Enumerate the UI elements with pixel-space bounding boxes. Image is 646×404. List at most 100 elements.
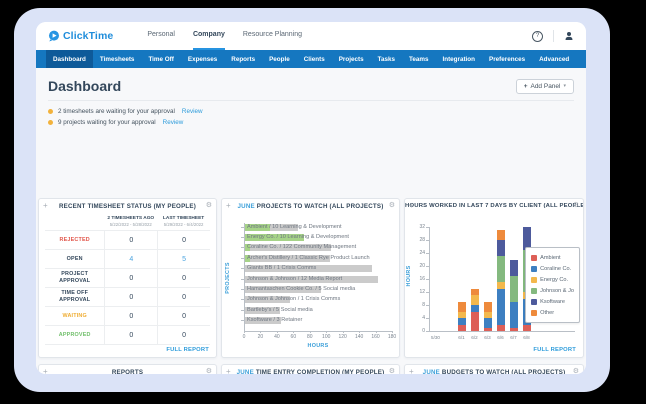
legend-label: Coraline Co. [540, 265, 572, 272]
legend-swatch [531, 254, 538, 261]
move-handle-icon[interactable]: + [43, 367, 48, 374]
page-header: Dashboard + Add Panel ▾ [48, 68, 574, 101]
segment-ambient [522, 324, 531, 331]
y-tick [426, 331, 429, 332]
logo-text: ClickTime [63, 30, 114, 42]
gear-icon[interactable]: ⚙ [205, 202, 212, 209]
move-handle-icon[interactable]: + [226, 367, 231, 374]
main-nav-item-timesheets[interactable]: Timesheets [99, 55, 135, 63]
y-tick [241, 278, 244, 280]
main-nav-item-time-off[interactable]: Time Off [148, 55, 174, 63]
x-tick [276, 331, 278, 333]
bar-johnson-johnson-12-media-report [245, 275, 379, 283]
y-tick-label: 24 [419, 250, 425, 257]
x-tick-label: 6/7 [510, 335, 517, 340]
row-value: 0 [157, 269, 210, 287]
row-label: APPROVED [58, 331, 91, 338]
main-nav-item-expenses[interactable]: Expenses [187, 55, 218, 63]
segment-energy-co [496, 282, 505, 289]
main-nav-item-people[interactable]: People [269, 55, 290, 63]
add-panel-button[interactable]: + Add Panel ▾ [515, 78, 574, 94]
help-icon[interactable]: ? [532, 30, 543, 42]
legend-swatch [531, 287, 538, 294]
segment-other [470, 288, 479, 296]
y-tick [426, 266, 429, 267]
bar-label: Hamantaschen Cookie Co. / 5 Social media [247, 285, 356, 292]
row-value: 0 [157, 288, 210, 306]
main-nav-item-teams[interactable]: Teams [408, 55, 429, 63]
panel-time-entry-completion: + JUNE TIME ENTRY COMPLETION (MY PEOPLE)… [221, 364, 400, 374]
x-tick [375, 331, 377, 333]
main-nav-item-projects[interactable]: Projects [338, 55, 364, 63]
row-value: 5 [157, 250, 210, 268]
main-nav-item-reports[interactable]: Reports [231, 55, 256, 63]
row-value: 0 [104, 231, 157, 249]
clicktime-logo[interactable]: ClickTime [48, 30, 113, 42]
top-nav-item-resource-planning[interactable]: Resource Planning [242, 31, 303, 38]
x-tick-label: 6/2 [471, 335, 478, 340]
top-nav-item-company[interactable]: Company [192, 22, 225, 50]
gear-icon[interactable]: ⚙ [388, 202, 395, 209]
y-tick-label: 20 [419, 263, 425, 270]
y-tick-label: 8 [422, 302, 425, 309]
gear-icon[interactable]: ⚙ [572, 202, 579, 209]
main-nav-item-integration[interactable]: Integration [442, 55, 476, 63]
bar-column-6-7 [509, 259, 518, 331]
legend-swatch [531, 276, 538, 283]
move-handle-icon[interactable]: + [226, 201, 231, 210]
legend-swatch [531, 309, 538, 316]
col-header-label: LAST TIMESHEET [162, 216, 205, 221]
y-tick [241, 299, 244, 301]
main-nav-item-dashboard[interactable]: Dashboard [46, 50, 93, 68]
panel-title-text: BUDGETS TO WATCH (ALL PROJECTS) [441, 369, 566, 374]
bar-bartleby-s-5-social-media [245, 306, 281, 314]
alert-review-link[interactable]: Review [162, 119, 184, 126]
col-header-label: 2 TIMESHEETS AGO [107, 216, 155, 221]
panel-grid: + RECENT TIMESHEET STATUS (MY PEOPLE) ⚙ … [36, 144, 586, 374]
add-panel-label: Add Panel [530, 82, 561, 90]
bar-label: Giants BB / 1 Crisis Comms [247, 265, 317, 272]
bar-column-6-2 [470, 288, 479, 331]
row-value: 0 [104, 269, 157, 287]
main-nav-item-preferences[interactable]: Preferences [489, 55, 526, 63]
main-nav-item-advanced[interactable]: Advanced [539, 55, 570, 63]
y-tick [241, 236, 244, 238]
alert-review-link[interactable]: Review [181, 108, 203, 115]
user-icon[interactable] [564, 31, 574, 41]
full-report-link[interactable]: FULL REPORT [166, 347, 209, 353]
x-tick [342, 331, 344, 333]
y-tick [241, 320, 244, 322]
y-axis-label: HOURS [406, 265, 412, 287]
gear-icon[interactable]: ⚙ [388, 368, 395, 374]
move-handle-icon[interactable]: + [43, 201, 48, 210]
top-bar: ClickTime Personal Company Resource Planni… [36, 22, 586, 50]
x-tick-label: 6/3 [484, 335, 491, 340]
row-value: 0 [104, 307, 157, 325]
top-nav-item-personal[interactable]: Personal [147, 31, 175, 38]
panel-title-text: TIME ENTRY COMPLETION (MY PEOPLE) [255, 369, 385, 374]
page-title: Dashboard [48, 78, 122, 94]
segment-coraline-co [496, 288, 505, 325]
gear-icon[interactable]: ⚙ [205, 368, 212, 374]
full-report-link[interactable]: FULL REPORT [533, 347, 576, 353]
x-tick [260, 331, 262, 333]
alert-text: 9 projects waiting for your approval [58, 119, 156, 126]
panel-title-month: JUNE [237, 203, 255, 210]
y-tick [241, 226, 244, 228]
legend: Ambient Coraline Co. Energy Co. Johnson & J… [525, 247, 580, 323]
segment-coraline-co [470, 305, 479, 312]
main-nav-item-tasks[interactable]: Tasks [377, 55, 395, 63]
segment-ambient [483, 327, 492, 331]
caret-down-icon: ▾ [563, 83, 566, 89]
bar-label: Ksoftware / 3 Retainer [247, 317, 303, 324]
move-handle-icon[interactable]: + [409, 367, 414, 374]
panel-title: JUNE BUDGETS TO WATCH (ALL PROJECTS) [405, 365, 583, 374]
legend-item-johnson-jo: Johnson & Jo [531, 285, 574, 296]
move-handle-icon[interactable]: + [409, 201, 414, 210]
segment-energy-co [470, 295, 479, 305]
main-nav-item-clients[interactable]: Clients [303, 55, 325, 63]
gear-icon[interactable]: ⚙ [572, 368, 579, 374]
segment-energy-co [483, 311, 492, 318]
y-tick-label: 4 [422, 315, 425, 322]
